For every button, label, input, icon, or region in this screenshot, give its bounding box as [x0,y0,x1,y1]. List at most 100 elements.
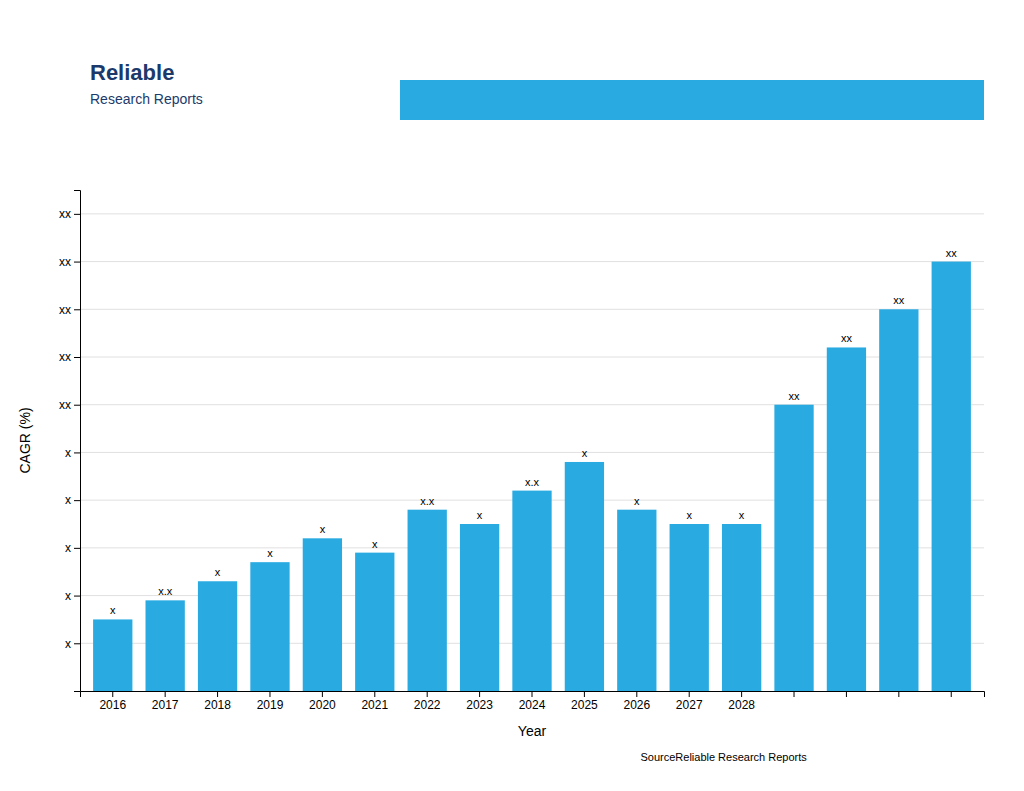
x-tick-mark [846,691,847,697]
x-tick: 2027 [676,691,703,712]
logo-title: Reliable [90,60,174,85]
bar [303,538,342,691]
x-tick: 2028 [728,691,755,712]
x-tick [846,691,847,697]
data-label: x [372,538,378,550]
x-tick: 2024 [519,691,546,712]
x-tick-mark [532,691,533,697]
x-tick-mark [217,691,218,697]
x-axis-line [81,692,985,698]
data-label: x [477,509,483,521]
bar [198,581,237,691]
x-tick-mark [479,691,480,697]
grid-line [80,213,984,214]
x-tick: 2022 [414,691,441,712]
x-tick-label: 2021 [361,698,388,712]
y-tick-label: xx [59,207,71,221]
y-tick-mark [74,262,80,263]
x-tick-label: 2025 [571,698,598,712]
data-label: xx [789,390,801,402]
data-label: x [582,447,588,459]
grid-line [80,309,984,310]
source-note: Source​Reliable Research Reports [640,751,807,763]
bar [250,562,289,691]
data-label: x [110,604,116,616]
bars [93,262,971,691]
bar [512,491,551,691]
data-label: xx [841,332,853,344]
bar [460,524,499,691]
x-tick-label: 2017 [152,698,179,712]
y-tick: xx [59,350,80,364]
y-tick-label: xx [59,255,71,269]
bar [565,462,604,691]
data-label: x [215,566,221,578]
y-axis-title: CAGR (%) [17,407,33,473]
x-tick-mark [427,691,428,697]
bar [408,510,447,691]
x-tick-mark [741,691,742,697]
y-tick-mark [74,214,80,215]
x-tick: 2016 [99,691,126,712]
data-label: x [320,523,326,535]
bar [670,524,709,691]
x-tick-mark [322,691,323,697]
plot: xx.xxxxxx.xxx.xxxxxxxxxxxxx2016201720182… [17,191,985,740]
y-tick-mark [74,405,80,406]
y-tick-label: xx [59,350,71,364]
y-tick-mark [74,309,80,310]
x-tick: 2026 [623,691,650,712]
x-axis: 2016201720182019202020212022202320242025… [81,691,985,712]
data-label: x [634,495,640,507]
bar [879,309,918,691]
y-tick: x [65,541,80,555]
x-tick-mark [165,691,166,697]
x-tick-mark [794,691,795,697]
x-axis-title: Year [518,723,547,739]
x-tick-mark [374,691,375,697]
x-tick-mark [951,691,952,697]
grid-line [80,261,984,262]
x-tick: 2025 [571,691,598,712]
y-tick-label: x [65,589,71,603]
x-tick-mark [269,691,270,697]
x-tick-label: 2023 [466,698,493,712]
y-tick: x [65,493,80,507]
bar [827,347,866,691]
y-tick-mark [74,548,80,549]
y-axis: xxxxxxxxxxxxxxx [59,191,81,692]
x-tick [898,691,899,697]
chart: ReliableResearch Reportsxx.xxxxxx.xxx.xx… [0,0,1024,791]
y-tick-mark [74,596,80,597]
x-tick-mark [689,691,690,697]
x-tick-label: 2028 [728,698,755,712]
x-tick: 2019 [257,691,284,712]
data-label: xx [946,247,958,259]
x-tick-mark [584,691,585,697]
data-label: x [267,547,273,559]
y-tick: xx [59,255,80,269]
x-tick-label: 2022 [414,698,441,712]
y-tick-label: x [65,493,71,507]
data-labels: xx.xxxxxx.xxx.xxxxxxxxxxxxx [110,247,957,617]
y-tick-label: x [65,637,71,651]
bar [932,262,971,691]
data-label: x.x [525,476,540,488]
y-tick: x [65,637,80,651]
y-tick: xx [59,398,80,412]
x-tick [951,691,952,697]
x-tick: 2023 [466,691,493,712]
x-tick-label: 2016 [99,698,126,712]
x-tick [794,691,795,697]
data-label: x.x [158,585,173,597]
x-tick: 2018 [204,691,231,712]
banner [400,80,984,120]
bar [355,553,394,691]
y-tick: xx [59,207,80,221]
data-label: x [686,509,692,521]
x-tick-mark [636,691,637,697]
x-tick: 2017 [152,691,179,712]
x-tick-label: 2019 [257,698,284,712]
data-label: x [739,509,745,521]
header: ReliableResearch Reports [90,60,984,120]
